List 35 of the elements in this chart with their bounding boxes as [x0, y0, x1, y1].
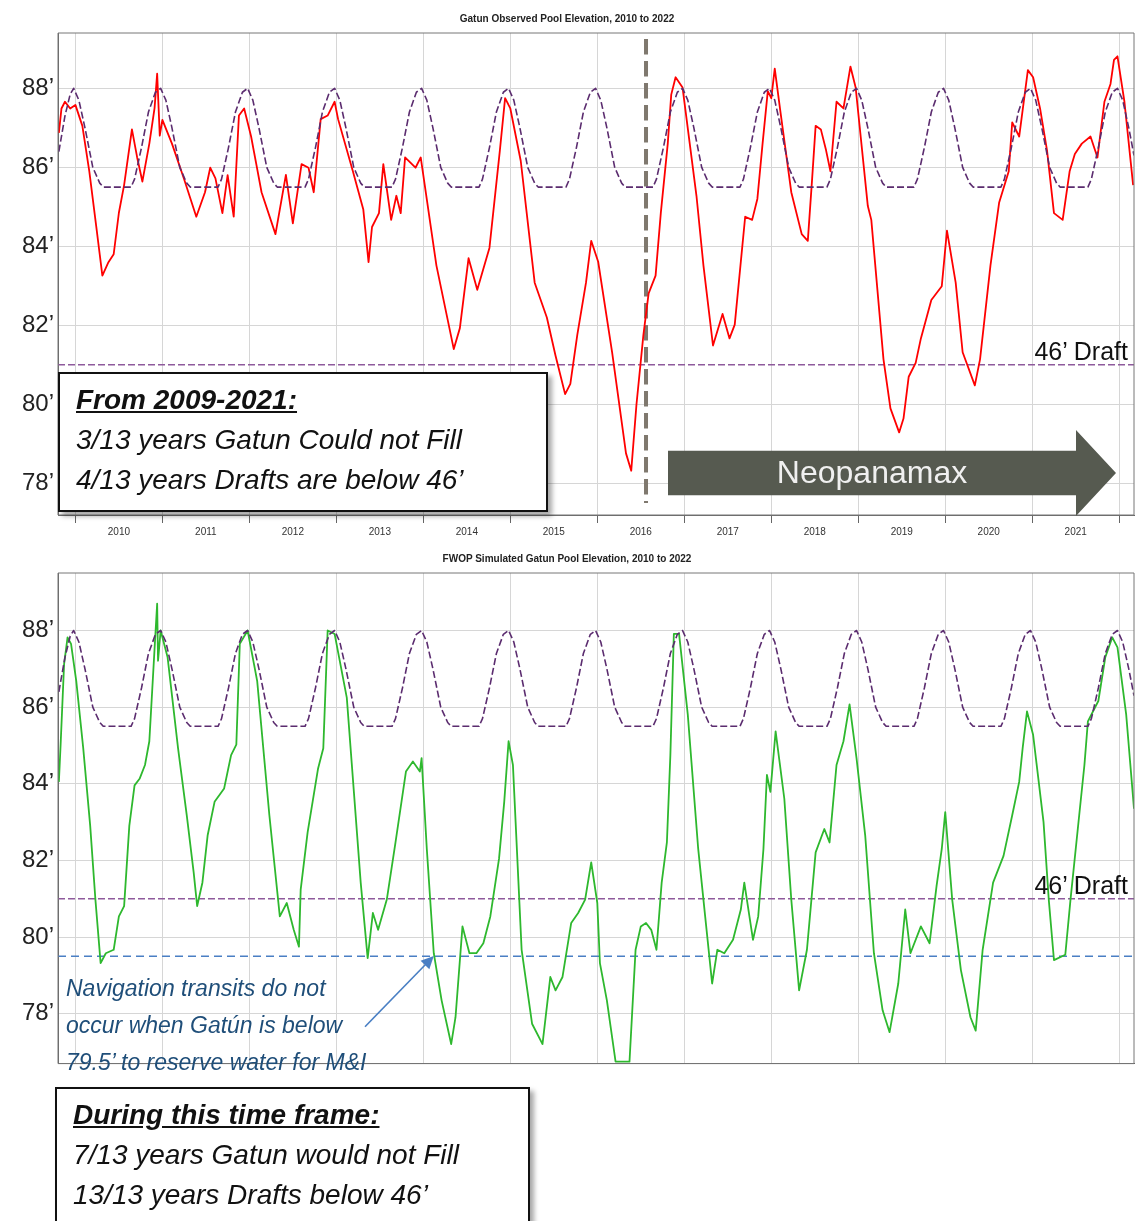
- x-tick-label: 2020: [977, 525, 1001, 537]
- annotation: 4/13 years Drafts are below 46’: [76, 463, 465, 497]
- x-tick-label: 2011: [195, 525, 218, 537]
- x-tick-label: 2019: [890, 525, 914, 537]
- y-tick-label: 78’: [21, 468, 54, 496]
- x-tick-label: 2017: [716, 525, 740, 537]
- x-tick-label: 2014: [455, 525, 479, 537]
- x-tick-label: 2015: [542, 525, 566, 537]
- y-tick-label: 84’: [21, 230, 54, 258]
- x-tick-label: 2013: [368, 525, 392, 537]
- y-tick-label: 82’: [21, 309, 54, 337]
- annotation: From 2009-2021:: [76, 383, 298, 417]
- y-tick-label: 80’: [21, 921, 54, 949]
- y-tick-label: 88’: [21, 72, 54, 100]
- y-tick-label: 84’: [21, 768, 54, 796]
- x-tick-label: 2018: [803, 525, 827, 537]
- y-tick-label: 78’: [21, 998, 54, 1026]
- y-tick-label: 86’: [21, 691, 54, 719]
- note-box: During this time frame: 7/13 years Gatun would not Fill 13/13 years Drafts below 46’: [55, 1087, 530, 1221]
- x-tick-label: 2012: [281, 525, 305, 537]
- line-series: [58, 629, 1134, 728]
- y-tick-label: 82’: [21, 845, 54, 873]
- line-series: [58, 87, 1134, 188]
- chart-title: Gatun Observed Pool Elevation, 2010 to 2022: [459, 12, 675, 24]
- note-box: From 2009-2021: 3/13 years Gatun Could not Fill 4/13 years Drafts are below 46’: [58, 372, 548, 512]
- y-tick-label: 88’: [21, 615, 54, 643]
- chart-title: FWOP Simulated Gatun Pool Elevation, 2010 to 2022: [442, 552, 692, 564]
- y-tick-label: 80’: [21, 389, 54, 416]
- annotation: Neopanamax: [775, 454, 969, 491]
- x-tick-label: 2021: [1064, 525, 1088, 537]
- annotation: 3/13 years Gatun Could not Fill: [76, 423, 464, 457]
- x-tick-label: 2016: [629, 525, 653, 537]
- y-tick-label: 86’: [21, 151, 54, 179]
- ref-line-label: 46’ Draft: [1034, 336, 1129, 365]
- x-tick-label: 2010: [107, 525, 131, 537]
